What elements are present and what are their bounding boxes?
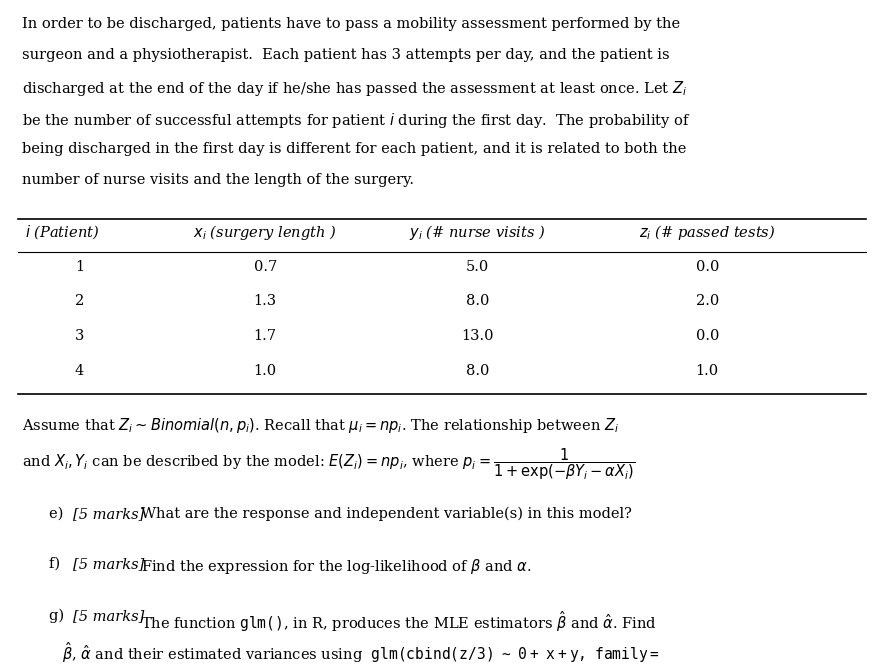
Text: [5 marks]: [5 marks]: [73, 609, 145, 623]
Text: $x_i$ (surgery length ): $x_i$ (surgery length ): [194, 223, 337, 242]
Text: 1.7: 1.7: [254, 329, 277, 343]
Text: f): f): [49, 557, 65, 571]
Text: 3: 3: [75, 329, 84, 343]
Text: g): g): [49, 609, 68, 623]
Text: 4: 4: [75, 364, 84, 378]
Text: 1.3: 1.3: [254, 294, 277, 308]
Text: What are the response and independent variable(s) in this model?: What are the response and independent va…: [141, 507, 631, 521]
Text: $i$ (Patient): $i$ (Patient): [25, 223, 99, 241]
Text: 0.0: 0.0: [696, 329, 719, 343]
Text: In order to be discharged, patients have to pass a mobility assessment performed: In order to be discharged, patients have…: [22, 17, 680, 31]
Text: be the number of successful attempts for patient $i$ during the first day.  The : be the number of successful attempts for…: [22, 111, 690, 130]
Text: 8.0: 8.0: [466, 364, 489, 378]
Text: 5.0: 5.0: [466, 260, 489, 274]
Text: $y_i$ (# nurse visits ): $y_i$ (# nurse visits ): [409, 223, 545, 242]
Text: The function $\mathtt{glm()}$, in R, produces the MLE estimators $\hat{\beta}$ a: The function $\mathtt{glm()}$, in R, pro…: [141, 609, 656, 633]
Text: 2: 2: [75, 294, 84, 308]
Text: [5 marks]: [5 marks]: [73, 507, 145, 521]
Text: $z_i$ (# passed tests): $z_i$ (# passed tests): [639, 223, 775, 242]
Text: 8.0: 8.0: [466, 294, 489, 308]
Text: number of nurse visits and the length of the surgery.: number of nurse visits and the length of…: [22, 173, 414, 187]
Text: Assume that $Z_i \sim Binomial(n, p_i)$. Recall that $\mu_i = np_i$. The relatio: Assume that $Z_i \sim Binomial(n, p_i)$.…: [22, 416, 619, 435]
Text: 13.0: 13.0: [461, 329, 493, 343]
Text: 1.0: 1.0: [254, 364, 277, 378]
Text: 0.0: 0.0: [696, 260, 719, 274]
Text: being discharged in the first day is different for each patient, and it is relat: being discharged in the first day is dif…: [22, 142, 687, 156]
Text: 1.0: 1.0: [696, 364, 719, 378]
Text: [5 marks]: [5 marks]: [73, 557, 145, 571]
Text: 2.0: 2.0: [696, 294, 719, 308]
Text: discharged at the end of the day if he/she has passed the assessment at least on: discharged at the end of the day if he/s…: [22, 79, 687, 99]
Text: 1: 1: [75, 260, 84, 274]
Text: surgeon and a physiotherapist.  Each patient has 3 attempts per day, and the pat: surgeon and a physiotherapist. Each pati…: [22, 48, 670, 62]
Text: and $X_i, Y_i$ can be described by the model: $E(Z_i) = np_i$, where $p_i = \dfr: and $X_i, Y_i$ can be described by the m…: [22, 447, 636, 482]
Text: e): e): [49, 507, 67, 521]
Text: $\hat{\beta}$, $\hat{\alpha}$ and their estimated variances using  $\mathtt{glm(: $\hat{\beta}$, $\hat{\alpha}$ and their …: [62, 640, 660, 665]
Text: Find the expression for the log-likelihood of $\beta$ and $\alpha$.: Find the expression for the log-likeliho…: [141, 557, 531, 576]
Text: 0.7: 0.7: [254, 260, 277, 274]
